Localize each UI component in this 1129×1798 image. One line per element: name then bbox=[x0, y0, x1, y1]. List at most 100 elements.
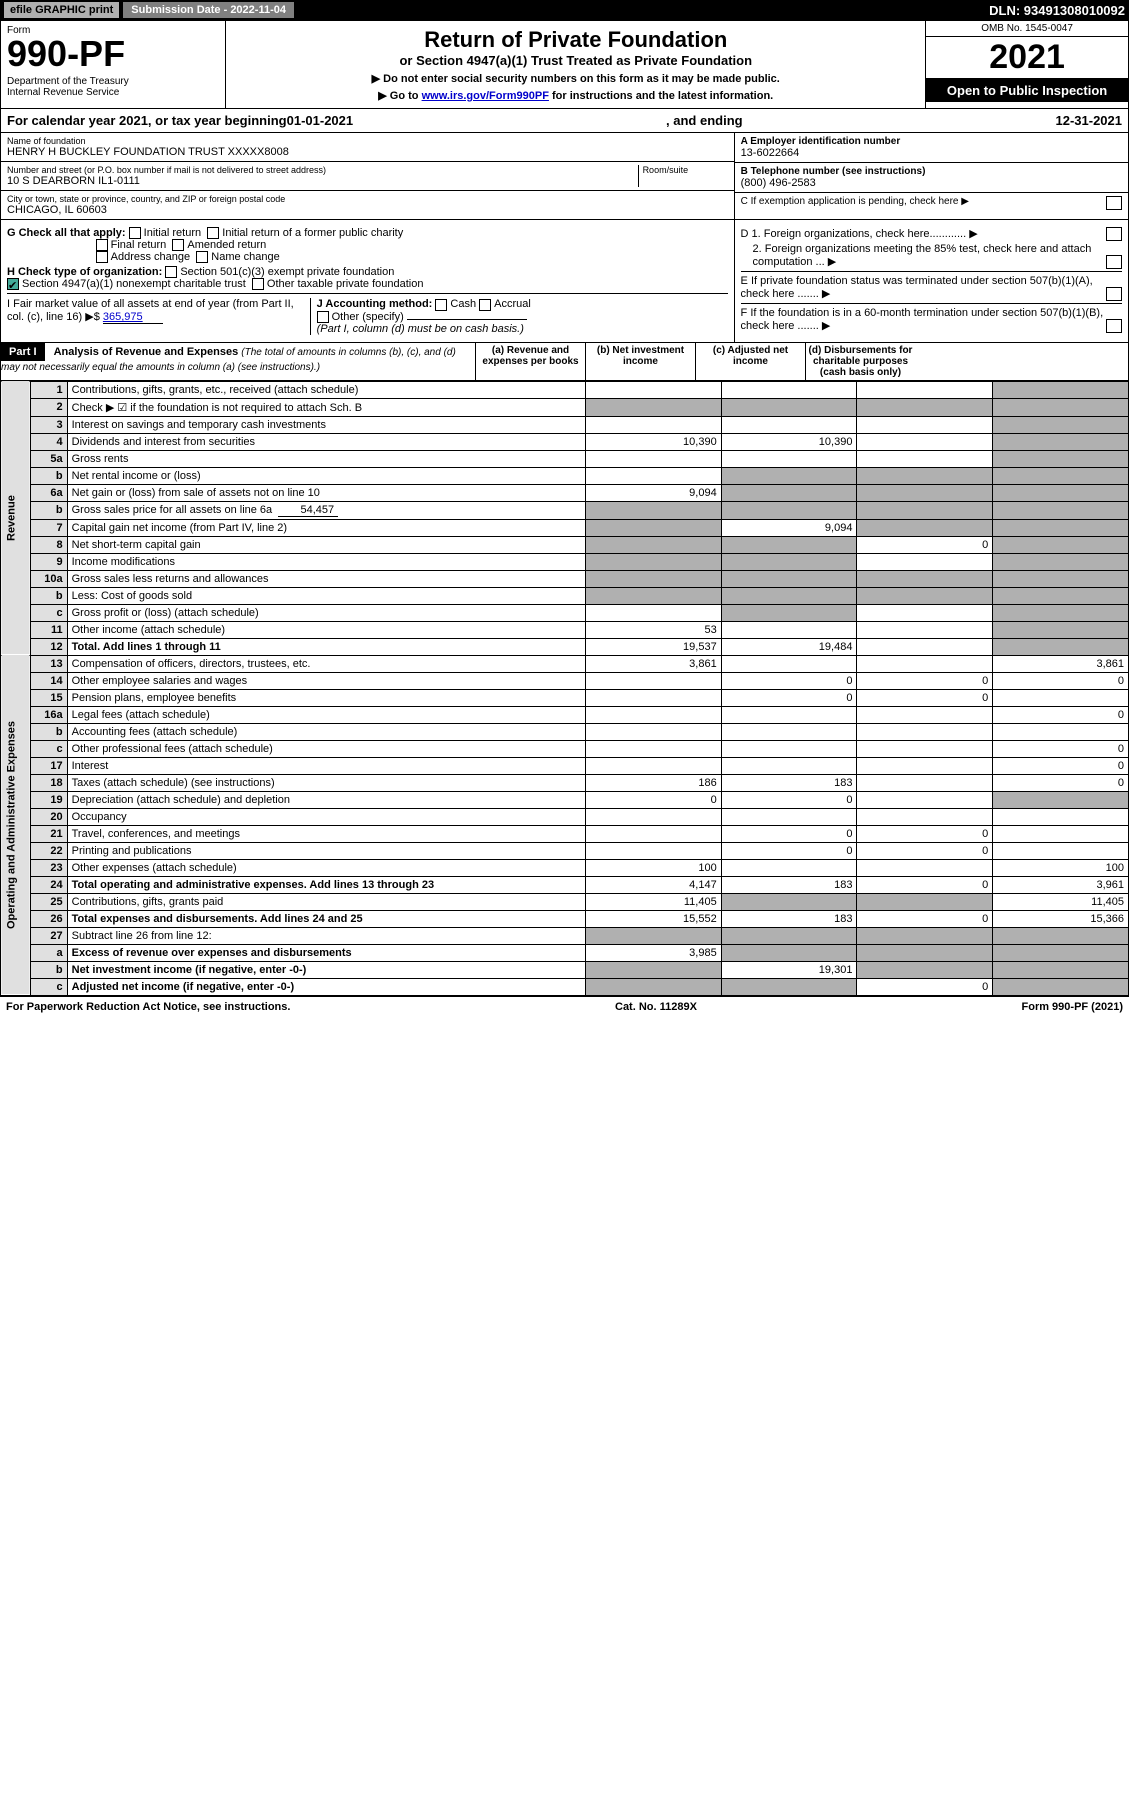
row-description: Net gain or (loss) from sale of assets n… bbox=[67, 484, 585, 501]
table-row: 21Travel, conferences, and meetings00 bbox=[1, 825, 1129, 842]
amount-cell: 183 bbox=[721, 774, 857, 791]
amount-cell bbox=[857, 621, 993, 638]
amount-cell: 10,390 bbox=[585, 433, 721, 450]
row-number: b bbox=[30, 501, 67, 519]
row-description: Other expenses (attach schedule) bbox=[67, 859, 585, 876]
table-row: aExcess of revenue over expenses and dis… bbox=[1, 944, 1129, 961]
amount-cell bbox=[857, 587, 993, 604]
amount-cell bbox=[585, 672, 721, 689]
entity-block: Name of foundation HENRY H BUCKLEY FOUND… bbox=[0, 133, 1129, 220]
amount-cell: 100 bbox=[993, 859, 1129, 876]
checkbox-other-method[interactable] bbox=[317, 311, 329, 323]
submission-date: Submission Date - 2022-11-04 bbox=[123, 2, 294, 18]
fmv-value[interactable]: 365,975 bbox=[103, 311, 163, 324]
city-state-zip: CHICAGO, IL 60603 bbox=[7, 204, 728, 216]
row-number: 8 bbox=[30, 536, 67, 553]
row-description: Adjusted net income (if negative, enter … bbox=[67, 978, 585, 995]
table-row: 12Total. Add lines 1 through 1119,53719,… bbox=[1, 638, 1129, 655]
row-number: 20 bbox=[30, 808, 67, 825]
table-row: cAdjusted net income (if negative, enter… bbox=[1, 978, 1129, 995]
amount-cell bbox=[857, 944, 993, 961]
amount-cell bbox=[585, 416, 721, 433]
amount-cell bbox=[721, 484, 857, 501]
checkbox-name-change[interactable] bbox=[196, 251, 208, 263]
table-row: bNet rental income or (loss) bbox=[1, 467, 1129, 484]
row-number: 22 bbox=[30, 842, 67, 859]
table-row: 3Interest on savings and temporary cash … bbox=[1, 416, 1129, 433]
amount-cell: 0 bbox=[993, 774, 1129, 791]
amount-cell bbox=[993, 416, 1129, 433]
table-row: 23Other expenses (attach schedule)100100 bbox=[1, 859, 1129, 876]
checkbox-c[interactable] bbox=[1106, 196, 1122, 210]
checkbox-initial-former[interactable] bbox=[207, 227, 219, 239]
amount-cell bbox=[721, 381, 857, 398]
amount-cell bbox=[993, 450, 1129, 467]
amount-cell bbox=[993, 484, 1129, 501]
table-row: 2Check ▶ ☑ if the foundation is not requ… bbox=[1, 398, 1129, 416]
amount-cell: 53 bbox=[585, 621, 721, 638]
col-b-header: (b) Net investment income bbox=[585, 343, 695, 380]
row-description: Check ▶ ☑ if the foundation is not requi… bbox=[67, 398, 585, 416]
amount-cell bbox=[993, 381, 1129, 398]
amount-cell bbox=[857, 450, 993, 467]
efile-badge[interactable]: efile GRAPHIC print bbox=[4, 2, 119, 18]
checkbox-initial-return[interactable] bbox=[129, 227, 141, 239]
checkbox-d1[interactable] bbox=[1106, 227, 1122, 241]
amount-cell bbox=[993, 621, 1129, 638]
amount-cell: 0 bbox=[993, 706, 1129, 723]
amount-cell bbox=[585, 723, 721, 740]
amount-cell: 19,537 bbox=[585, 638, 721, 655]
row-number: 25 bbox=[30, 893, 67, 910]
table-row: bAccounting fees (attach schedule) bbox=[1, 723, 1129, 740]
header-right: OMB No. 1545-0047 2021 Open to Public In… bbox=[925, 21, 1128, 108]
checkbox-501c3[interactable] bbox=[165, 266, 177, 278]
table-row: 25Contributions, gifts, grants paid11,40… bbox=[1, 893, 1129, 910]
amount-cell bbox=[993, 842, 1129, 859]
table-row: 22Printing and publications00 bbox=[1, 842, 1129, 859]
amount-cell bbox=[721, 706, 857, 723]
checkbox-address-change[interactable] bbox=[96, 251, 108, 263]
checkbox-cash[interactable] bbox=[435, 299, 447, 311]
checkbox-final-return[interactable] bbox=[96, 239, 108, 251]
row-description: Total expenses and disbursements. Add li… bbox=[67, 910, 585, 927]
amount-cell bbox=[857, 808, 993, 825]
checkbox-other-taxable[interactable] bbox=[252, 278, 264, 290]
amount-cell: 0 bbox=[857, 978, 993, 995]
checkbox-accrual[interactable] bbox=[479, 299, 491, 311]
amount-cell: 0 bbox=[857, 825, 993, 842]
item-d2: 2. Foreign organizations meeting the 85%… bbox=[741, 243, 1122, 268]
checkbox-f[interactable] bbox=[1106, 319, 1122, 333]
amount-cell bbox=[993, 553, 1129, 570]
amount-cell: 0 bbox=[857, 689, 993, 706]
irs-link[interactable]: www.irs.gov/Form990PF bbox=[422, 90, 549, 102]
amount-cell bbox=[585, 808, 721, 825]
amount-cell bbox=[857, 381, 993, 398]
note-goto: ▶ Go to www.irs.gov/Form990PF for instru… bbox=[236, 89, 915, 102]
amount-cell bbox=[993, 398, 1129, 416]
check-grid: G Check all that apply: Initial return I… bbox=[0, 220, 1129, 343]
table-row: 17Interest0 bbox=[1, 757, 1129, 774]
checkbox-amended[interactable] bbox=[172, 239, 184, 251]
table-row: 20Occupancy bbox=[1, 808, 1129, 825]
checkbox-d2[interactable] bbox=[1106, 255, 1122, 269]
row-number: c bbox=[30, 604, 67, 621]
row-description: Gross profit or (loss) (attach schedule) bbox=[67, 604, 585, 621]
item-c-cell: C If exemption application is pending, c… bbox=[735, 193, 1128, 210]
row-number: 7 bbox=[30, 519, 67, 536]
table-row: 5aGross rents bbox=[1, 450, 1129, 467]
checkbox-4947a1[interactable]: ✔ bbox=[7, 278, 19, 290]
item-e: E If private foundation status was termi… bbox=[741, 271, 1122, 300]
checkbox-e[interactable] bbox=[1106, 287, 1122, 301]
amount-cell: 0 bbox=[721, 842, 857, 859]
amount-cell bbox=[585, 842, 721, 859]
amount-cell bbox=[857, 553, 993, 570]
row-description: Depreciation (attach schedule) and deple… bbox=[67, 791, 585, 808]
amount-cell bbox=[585, 570, 721, 587]
amount-cell bbox=[721, 655, 857, 672]
amount-cell bbox=[721, 553, 857, 570]
amount-cell bbox=[721, 536, 857, 553]
amount-cell bbox=[993, 944, 1129, 961]
amount-cell bbox=[857, 501, 993, 519]
row-number: 14 bbox=[30, 672, 67, 689]
amount-cell bbox=[585, 536, 721, 553]
